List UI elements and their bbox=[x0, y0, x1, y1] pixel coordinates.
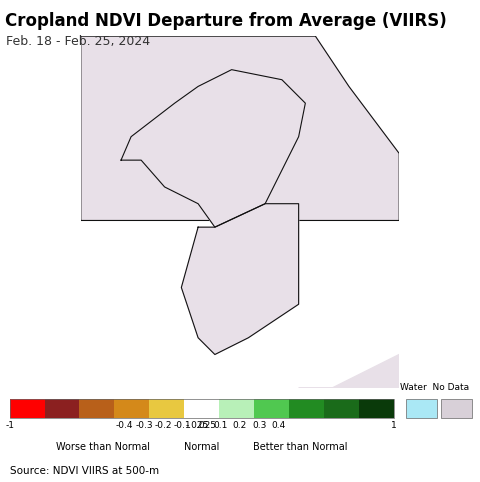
Bar bbox=[324, 399, 359, 418]
Bar bbox=[10, 399, 394, 418]
Polygon shape bbox=[121, 70, 305, 227]
Polygon shape bbox=[81, 36, 399, 220]
Bar bbox=[114, 399, 149, 418]
Bar bbox=[359, 399, 394, 418]
Text: Cropland NDVI Departure from Average (VIIRS): Cropland NDVI Departure from Average (VI… bbox=[5, 12, 446, 30]
Bar bbox=[184, 399, 219, 418]
Bar bbox=[79, 399, 114, 418]
Text: .025: .025 bbox=[196, 421, 216, 429]
Bar bbox=[219, 399, 254, 418]
Text: 0.4: 0.4 bbox=[271, 421, 286, 429]
Text: -.025: -.025 bbox=[185, 421, 208, 429]
Text: Feb. 18 - Feb. 25, 2024: Feb. 18 - Feb. 25, 2024 bbox=[6, 35, 150, 48]
Text: -0.2: -0.2 bbox=[155, 421, 172, 429]
Text: Source: NDVI VIIRS at 500-m: Source: NDVI VIIRS at 500-m bbox=[10, 466, 159, 476]
Text: -0.4: -0.4 bbox=[116, 421, 133, 429]
Bar bbox=[254, 399, 289, 418]
Polygon shape bbox=[181, 204, 299, 354]
Text: 0.2: 0.2 bbox=[233, 421, 247, 429]
Text: 0.3: 0.3 bbox=[252, 421, 266, 429]
Bar bbox=[406, 399, 437, 418]
Bar bbox=[45, 399, 79, 418]
Text: -1: -1 bbox=[5, 421, 14, 429]
Text: Worse than Normal: Worse than Normal bbox=[56, 442, 150, 452]
Text: 1: 1 bbox=[391, 421, 396, 429]
Text: 0.1: 0.1 bbox=[214, 421, 228, 429]
Polygon shape bbox=[299, 354, 399, 388]
Bar bbox=[289, 399, 324, 418]
Text: -0.3: -0.3 bbox=[135, 421, 153, 429]
Bar bbox=[10, 399, 45, 418]
Text: -0.1: -0.1 bbox=[174, 421, 191, 429]
Text: Normal: Normal bbox=[184, 442, 219, 452]
Bar bbox=[441, 399, 472, 418]
Text: Better than Normal: Better than Normal bbox=[253, 442, 347, 452]
Bar bbox=[149, 399, 184, 418]
Text: Water  No Data: Water No Data bbox=[400, 383, 469, 392]
